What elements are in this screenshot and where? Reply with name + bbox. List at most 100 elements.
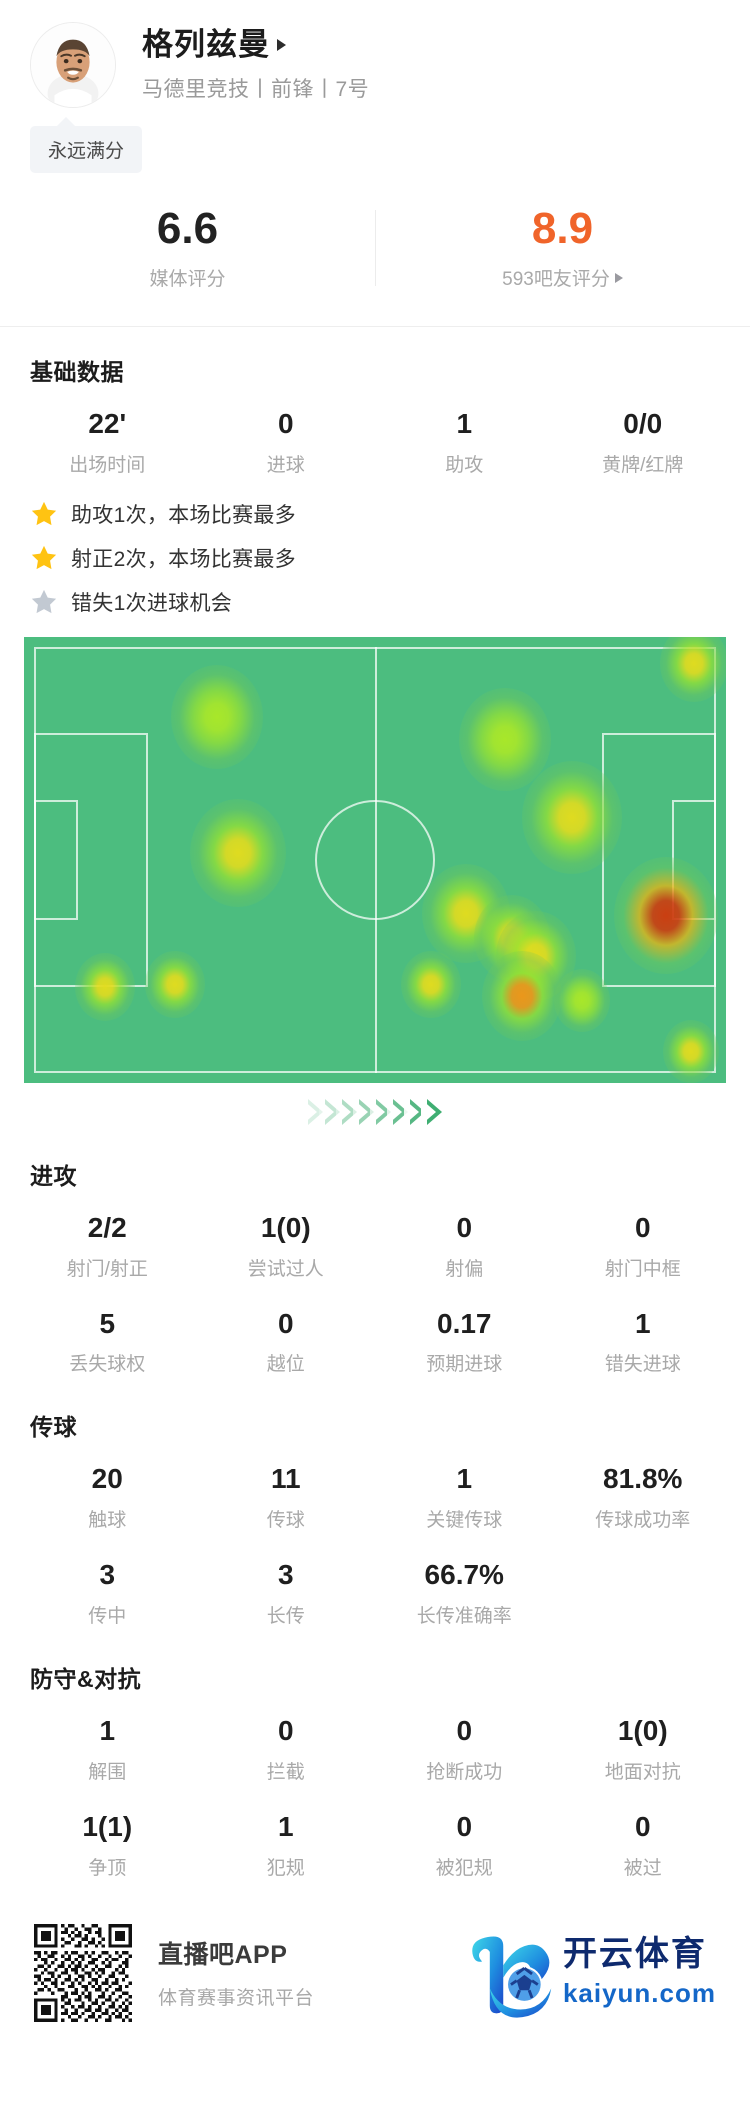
stat-cell: 0 拦截 [197, 1694, 376, 1790]
stat-label: 丢失球权 [69, 1354, 146, 1376]
chevron-right-icon [421, 1098, 442, 1125]
stat-label: 犯规 [266, 1857, 305, 1879]
stat-cell: 1 犯规 [197, 1790, 376, 1886]
stat-cell: 11 传球 [197, 1442, 376, 1538]
stat-label: 解围 [88, 1761, 127, 1783]
stat-value: 22' [88, 408, 127, 439]
stat-value: 1 [456, 408, 473, 439]
brand-block[interactable]: 开云体育 kaiyun.com [461, 1925, 716, 2021]
stat-label: 射门/射正 [66, 1258, 148, 1280]
stat-cell: 0 被过 [554, 1790, 733, 1886]
stat-label: 被犯规 [435, 1857, 493, 1879]
rating-fans-label-text: 593吧友评分 [502, 269, 610, 291]
caret-right-icon [614, 272, 623, 283]
stat-value: 3 [99, 1559, 116, 1591]
stat-label: 预期进球 [426, 1354, 503, 1376]
stat-label: 尝试过人 [247, 1258, 324, 1280]
qr-code-icon[interactable] [34, 1923, 132, 2022]
stat-cell: 20 触球 [18, 1442, 197, 1538]
player-team-position: 马德里竞技丨前锋丨7号 [142, 78, 370, 102]
highlight-text: 射正2次，本场比赛最多 [71, 547, 296, 571]
section-title-basic: 基础数据 [30, 359, 124, 385]
rating-fans[interactable]: 8.9 593吧友评分 [375, 202, 750, 320]
stat-label: 助攻 [445, 454, 484, 476]
stat-label: 黄牌/红牌 [602, 454, 684, 476]
stat-label: 射门中框 [604, 1258, 681, 1280]
stat-label: 关键传球 [426, 1510, 503, 1532]
section-title-passing: 传球 [30, 1414, 77, 1441]
chevron-right-icon [319, 1098, 340, 1125]
stat-cell: 66.7% 长传准确率 [375, 1538, 554, 1634]
player-avatar-icon [31, 23, 115, 107]
stat-cell: 0/0 黄牌/红牌 [554, 387, 733, 483]
stat-label: 长传 [266, 1605, 305, 1627]
stat-value: 0 [456, 1714, 473, 1746]
list-item: 助攻1次，本场比赛最多 [30, 499, 720, 529]
stat-value: 0 [634, 1810, 651, 1842]
status-badge: 永远满分 [30, 117, 143, 173]
page-title: 格列兹曼 [142, 27, 270, 62]
stat-cell: 0 被犯规 [375, 1790, 554, 1886]
stat-cell: 0 射门中框 [554, 1191, 733, 1287]
stat-value: 1 [99, 1714, 116, 1746]
stat-cell: 2/2 射门/射正 [18, 1191, 197, 1287]
player-meta: 格列兹曼 马德里竞技丨前锋丨7号 [142, 22, 369, 103]
stat-cell: 3 传中 [18, 1538, 197, 1634]
stat-label: 触球 [88, 1510, 127, 1532]
stat-label: 进球 [266, 454, 305, 476]
highlight-text: 助攻1次，本场比赛最多 [71, 503, 296, 527]
stat-label: 越位 [266, 1354, 305, 1376]
stat-cell: 0 越位 [197, 1287, 376, 1383]
rating-media-label-text: 媒体评分 [149, 269, 226, 291]
stat-value: 0 [277, 408, 294, 439]
stat-cell: 1 错失进球 [554, 1287, 733, 1383]
stat-cell: 1(0) 地面对抗 [554, 1694, 733, 1790]
stat-value: 1 [456, 1463, 473, 1495]
stat-value: 11 [270, 1463, 301, 1495]
app-info: 直播吧APP 体育赛事资讯平台 [158, 1935, 314, 2010]
stat-label: 射偏 [445, 1258, 484, 1280]
stat-value: 5 [99, 1307, 116, 1339]
rating-fans-value: 8.9 [531, 204, 594, 253]
rating-fans-label[interactable]: 593吧友评分 [502, 264, 623, 291]
stat-label: 抢断成功 [426, 1761, 503, 1783]
stat-cell: 0 射偏 [375, 1191, 554, 1287]
stat-cell: 1 关键传球 [375, 1442, 554, 1538]
section-title-attack: 进攻 [30, 1162, 77, 1189]
heatmap-pitch[interactable] [24, 636, 726, 1083]
brand-name: 开云体育 [562, 1935, 707, 1974]
ratings-row: 6.6 媒体评分 8.9 593吧友评分 [0, 202, 750, 320]
stat-cell: 1 助攻 [375, 387, 554, 483]
player-tag-wrap: 永远满分 [0, 117, 750, 180]
stat-value: 0/0 [623, 408, 663, 439]
star-icon [31, 545, 57, 569]
stat-cell: 0 抢断成功 [375, 1694, 554, 1790]
stat-value: 1 [634, 1307, 651, 1339]
stat-value: 1(0) [260, 1211, 311, 1243]
avatar[interactable] [30, 22, 116, 108]
star-icon [31, 501, 57, 525]
brand-text: 开云体育 kaiyun.com [562, 1935, 716, 2008]
stat-grid-basic: 22' 出场时间 0 进球 1 助攻 0/0 黄牌/红牌 [0, 387, 750, 483]
stat-cell: 1(1) 争顶 [18, 1790, 197, 1886]
chevron-right-icon [302, 1098, 323, 1125]
caret-right-icon [277, 39, 286, 52]
stat-label: 争顶 [88, 1857, 127, 1879]
stat-cell: 81.8% 传球成功率 [554, 1442, 733, 1538]
stat-label: 错失进球 [604, 1354, 681, 1376]
stat-label: 传中 [88, 1605, 127, 1627]
stat-value: 1(1) [82, 1810, 133, 1842]
footer: 直播吧APP 体育赛事资讯平台 开云体育 kaiyun.com [0, 1886, 750, 2036]
stat-value: 66.7% [424, 1559, 504, 1591]
stat-value: 1 [277, 1810, 294, 1842]
stat-value: 20 [91, 1463, 123, 1495]
stat-value: 0 [277, 1714, 294, 1746]
stat-value: 0.17 [437, 1307, 492, 1339]
list-item: 射正2次，本场比赛最多 [30, 543, 720, 573]
rating-media-value: 6.6 [156, 204, 219, 253]
stat-cell: 22' 出场时间 [18, 387, 197, 483]
stat-value: 0 [277, 1307, 294, 1339]
stat-value: 1(0) [617, 1714, 668, 1746]
player-name-row[interactable]: 格列兹曼 [142, 27, 369, 62]
app-name: 直播吧APP [158, 1941, 288, 1970]
